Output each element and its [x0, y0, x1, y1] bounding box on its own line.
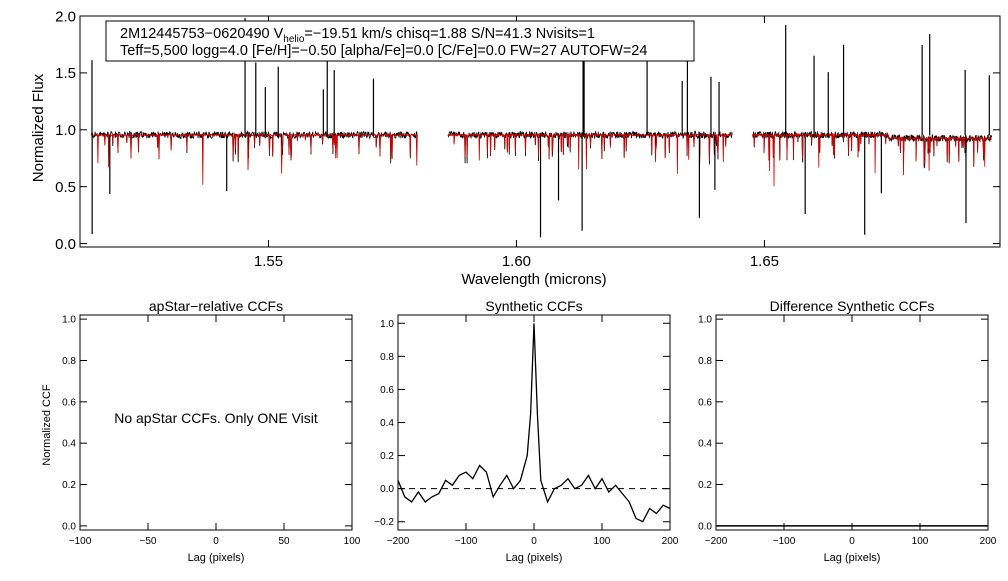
synthetic-ccf-xtick-label: 100 — [594, 536, 611, 547]
difference-ccf-ytick-label: 0.8 — [698, 356, 712, 367]
apstar-ccf-ytick-label: 0.4 — [62, 439, 76, 450]
synthetic-ccf-ytick-label: 0.6 — [380, 385, 394, 396]
synthetic-ccf-xtick-label: −100 — [455, 536, 478, 547]
spectrum-model-line — [90, 132, 418, 185]
spectrum-observed-line — [90, 130, 418, 164]
synthetic-ccf-ytick-label: 0.8 — [380, 352, 394, 363]
spectrum-ytick-label: 2.0 — [55, 8, 76, 25]
difference-ccf-ytick-label: 0.6 — [698, 397, 712, 408]
difference-ccf-xtick-label: −200 — [705, 536, 728, 547]
synthetic-ccf-ytick-label: 1.0 — [380, 319, 394, 330]
info-line-1-rest: =−19.51 km/s chisq=1.88 S/N=41.3 Nvisits… — [304, 26, 595, 42]
difference-ccf-title: Difference Synthetic CCFs — [770, 298, 935, 314]
spectrum-xtick-label: 1.60 — [502, 253, 531, 270]
spectrum-panel: 1.55 1.60 1.65 0.0 0.5 1.0 1.5 2.0 — [55, 8, 1001, 270]
spectrum-ytick-label: 0.5 — [55, 179, 76, 196]
difference-ccf-panel: −200 −100 0 100 200 0.0 0.2 0.4 0.6 0.8 1.0 — [698, 314, 997, 547]
synthetic-ccf-title: Synthetic CCFs — [485, 298, 582, 314]
synthetic-ccf-panel: −200 −100 0 100 200 −0.2 0.0 0.2 0.4 0.6 0.8 1.0 — [374, 314, 679, 547]
spectrum-frame — [79, 15, 1001, 248]
spectrum-model-line — [447, 132, 733, 174]
info-line-1-id: 2M12445753−0620490 V — [120, 26, 284, 42]
spectrum-xtick-label: 1.65 — [750, 253, 779, 270]
synthetic-ccf-xtick-label: −200 — [387, 536, 410, 547]
synthetic-ccf-xtick-label: 0 — [531, 536, 537, 547]
synthetic-ccf-xtick-label: 200 — [662, 536, 679, 547]
synthetic-ccf-line — [397, 323, 671, 523]
apstar-ccf-xtick-label: 50 — [278, 536, 290, 547]
apstar-ccf-ylabel: Normalized CCF — [41, 384, 53, 466]
apstar-ccf-xtick-label: 100 — [344, 536, 361, 547]
synthetic-ccf-ytick-label: 0.2 — [380, 451, 394, 462]
apstar-ccf-xtick-label: 0 — [213, 536, 219, 547]
difference-ccf-frame — [715, 314, 989, 531]
apstar-ccf-ytick-label: 0.8 — [62, 356, 76, 367]
difference-ccf-ytick-label: 0.4 — [698, 439, 712, 450]
info-line-2: Teff=5,500 logg=4.0 [Fe/H]=−0.50 [alpha/… — [120, 43, 647, 59]
info-line-1-sub: helio — [283, 34, 305, 45]
synthetic-ccf-ytick-label: 0.0 — [380, 484, 394, 495]
synthetic-ccf-ytick-label: 0.4 — [380, 418, 394, 429]
apstar-ccf-panel: −100 −50 0 50 100 0.0 0.2 0.4 0.6 0.8 1.0 — [62, 314, 361, 547]
apstar-ccf-ytick-label: 0.6 — [62, 397, 76, 408]
spectrum-xtick-label: 1.55 — [254, 253, 283, 270]
difference-ccf-ytick-label: 0.2 — [698, 480, 712, 491]
apstar-ccf-frame — [79, 314, 353, 531]
info-box — [105, 20, 695, 62]
synthetic-ccf-frame — [397, 314, 671, 531]
spectrum-ytick-label: 0.0 — [55, 236, 76, 253]
apstar-ccf-xtick-label: −100 — [69, 536, 92, 547]
apstar-ccf-ytick-label: 1.0 — [62, 315, 76, 326]
apstar-ccf-xlabel: Lag (pixels) — [188, 552, 245, 564]
difference-ccf-xtick-label: 100 — [912, 536, 929, 547]
difference-ccf-xtick-label: 200 — [980, 536, 997, 547]
difference-ccf-ytick-label: 1.0 — [698, 315, 712, 326]
apstar-ccf-title: apStar−relative CCFs — [149, 298, 283, 314]
synthetic-ccf-ytick-label: −0.2 — [374, 517, 394, 528]
apstar-ccf-ytick-label: 0.2 — [62, 480, 76, 491]
no-ccf-message: No apStar CCFs. Only ONE Visit — [114, 410, 318, 426]
spectrum-model-line — [752, 132, 992, 187]
info-line-1: 2M12445753−0620490 Vhelio=−19.51 km/s ch… — [120, 26, 595, 45]
difference-ccf-ytick-label: 0.0 — [698, 521, 712, 532]
difference-ccf-xlabel: Lag (pixels) — [824, 552, 881, 564]
apstar-ccf-ytick-label: 0.0 — [62, 521, 76, 532]
difference-ccf-xtick-label: 0 — [849, 536, 855, 547]
spectrum-observed-line — [752, 130, 992, 169]
spectrum-ytick-label: 1.0 — [55, 122, 76, 139]
spectrum-ylabel: Normalized Flux — [30, 73, 47, 182]
spectrum-xlabel: Wavelength (microns) — [461, 271, 606, 288]
difference-ccf-xtick-label: −100 — [773, 536, 796, 547]
apstar-ccf-xtick-label: −50 — [140, 536, 157, 547]
synthetic-ccf-xlabel: Lag (pixels) — [506, 552, 563, 564]
spectrum-ytick-label: 1.5 — [55, 65, 76, 82]
